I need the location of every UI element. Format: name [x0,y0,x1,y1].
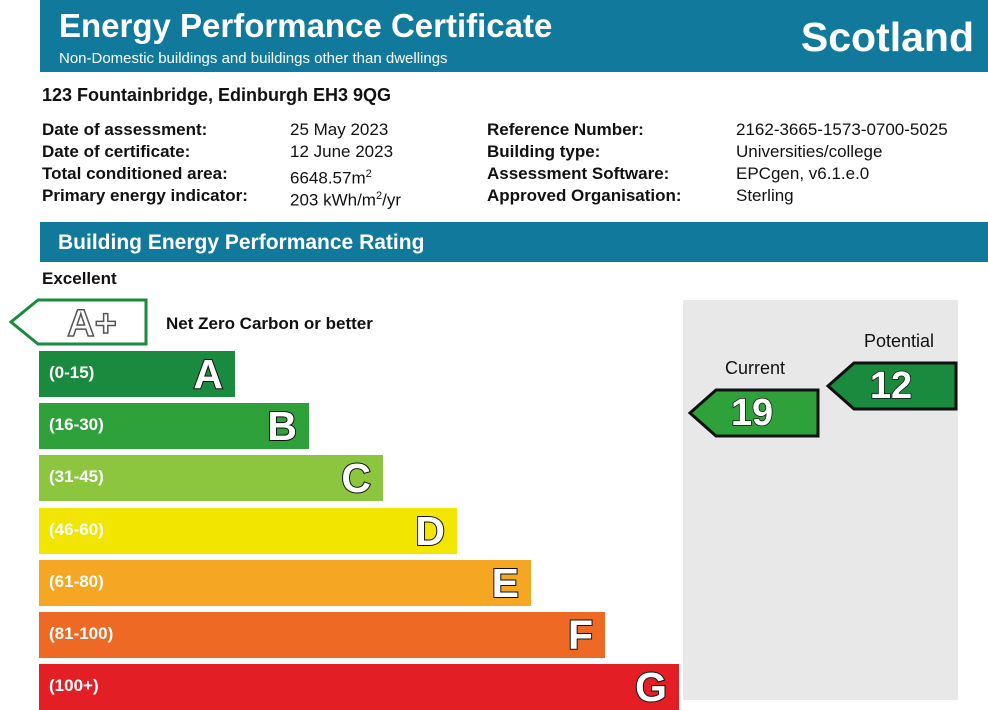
value-date-certificate: 12 June 2023 [290,142,394,161]
current-label: Current [725,358,786,378]
value-approved-organisation: Sterling [736,186,794,205]
current-rating-value: 19 [730,391,774,435]
band-range: (0-15) [49,363,95,382]
rating-section-title: Building Energy Performance Rating [58,231,425,254]
potential-rating-value: 12 [869,364,913,408]
band-letter: D [414,507,446,555]
details-left-labels: Date of assessment: Date of certificate:… [42,119,248,207]
region-label: Scotland [800,14,974,60]
aplus-band-arrow: A+ [8,298,148,346]
band-range: (31-45) [49,467,104,487]
band-range: (46-60) [49,519,104,539]
certificate-header: Energy Performance Certificate Non-Domes… [40,0,988,72]
value-reference-number: 2162-3665-1573-0700-5025 [736,120,948,139]
band-c: (31-45) C [39,454,383,502]
band-letter: A [192,350,224,398]
label-primary-energy: Primary energy indicator: [42,186,248,205]
band-letter: E [491,559,520,607]
label-building-type: Building type: [487,142,601,161]
band-a: (0-15) A [39,350,235,398]
band-letter: C [340,454,372,502]
label-total-area: Total conditioned area: [42,164,228,183]
band-d: (46-60) D [39,507,457,555]
energy-superscript: 2 [375,190,383,202]
aplus-letter: A+ [67,303,117,345]
label-approved-organisation: Approved Organisation: [487,186,682,205]
potential-rating-arrow [825,361,958,411]
band-g: (100+) G [39,663,679,710]
details-left-values: 25 May 2023 12 June 2023 6648.57m2 203 k… [290,119,401,210]
value-total-area: 6648.57m2 [290,163,401,188]
energy-prefix: 203 kWh/m [290,190,376,210]
certificate-subtitle: Non-Domestic buildings and buildings oth… [59,50,448,67]
area-superscript: 2 [365,168,372,180]
band-range: (81-100) [49,624,114,643]
details-right-labels: Reference Number: Building type: Assessm… [487,119,682,207]
band-range: (100+) [49,676,99,696]
band-e: (61-80) E [39,559,531,607]
potential-label: Potential [864,331,935,351]
band-letter: G [634,663,668,710]
value-primary-energy: 203 kWh/m2/yr [290,185,401,210]
band-range: (16-30) [49,415,104,435]
label-date-certificate: Date of certificate: [42,142,191,161]
label-reference-number: Reference Number: [487,120,644,139]
certificate-title: Energy Performance Certificate [59,7,553,44]
label-date-assessment: Date of assessment: [42,120,208,139]
value-date-assessment: 25 May 2023 [290,120,389,139]
value-assessment-software: EPCgen, v6.1.e.0 [736,164,870,183]
aplus-description: Net Zero Carbon or better [166,314,373,333]
band-letter: F [567,611,594,659]
area-number: 6648.57m [290,168,366,188]
label-assessment-software: Assessment Software: [487,164,670,183]
rating-section-header: Building Energy Performance Rating [40,222,988,262]
current-rating-arrow [687,388,820,438]
property-address: 123 Fountainbridge, Edinburgh EH3 9QG [42,85,392,105]
band-b: (16-30) B [39,402,309,450]
value-building-type: Universities/college [736,142,883,161]
band-f: (81-100) F [39,611,605,659]
scale-top-label: Excellent [42,269,117,288]
band-letter: B [266,402,298,450]
energy-suffix: /yr [382,190,401,210]
details-right-values: 2162-3665-1573-0700-5025 Universities/co… [736,119,948,207]
band-range: (61-80) [49,571,104,591]
